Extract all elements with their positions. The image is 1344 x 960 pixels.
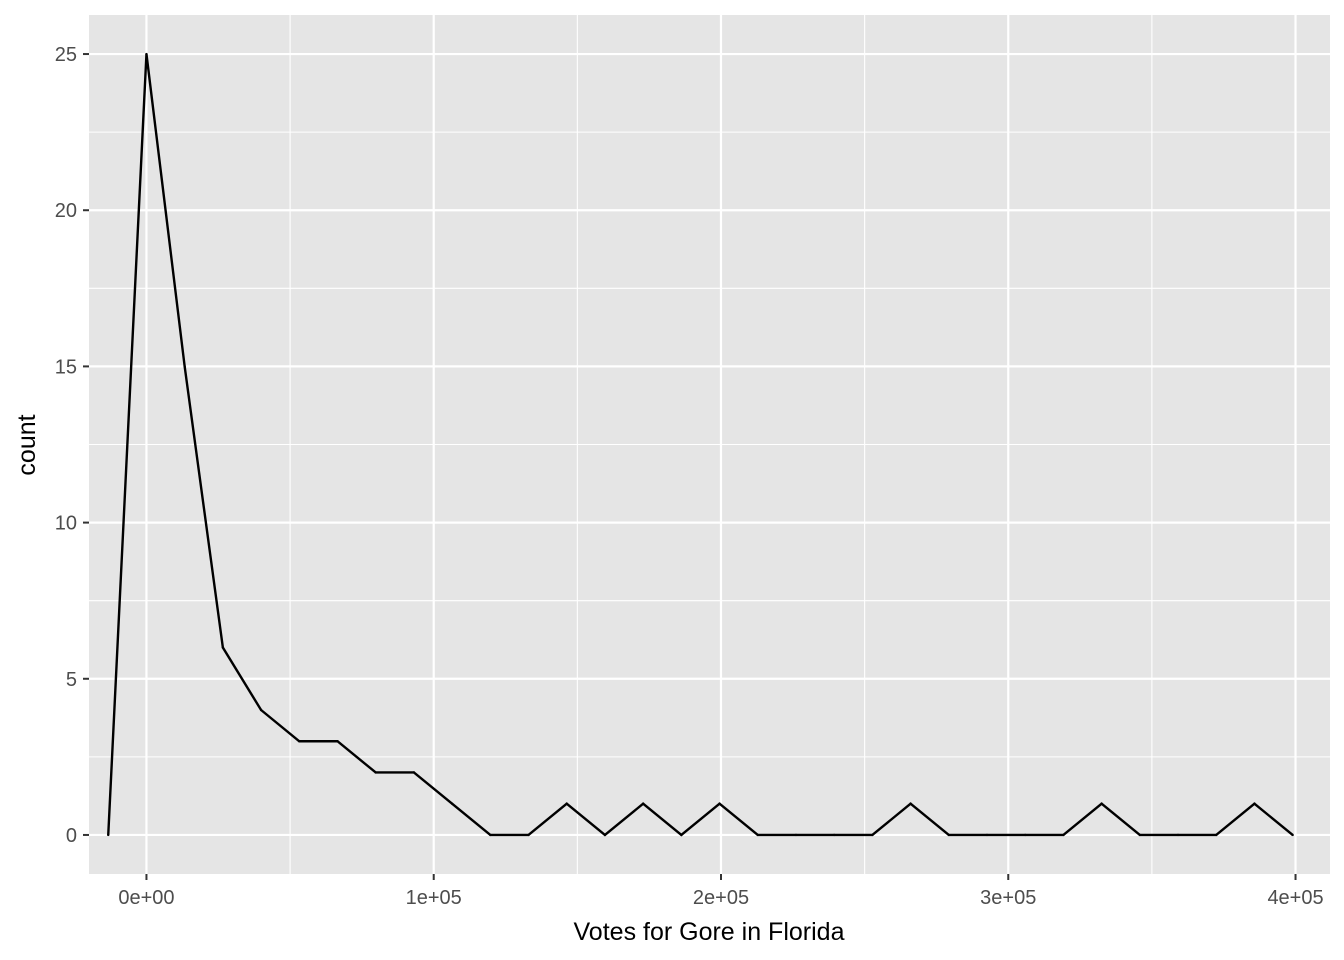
data-point (756, 833, 759, 837)
data-point (1215, 833, 1218, 837)
data-point (603, 833, 607, 837)
x-tick-label: 1e+05 (406, 887, 462, 909)
data-point (985, 833, 989, 837)
data-point (871, 833, 874, 837)
major-gridlines (89, 15, 1330, 874)
data-point (527, 833, 530, 837)
data-point (1100, 802, 1103, 805)
data-point (259, 708, 263, 712)
data-point (565, 802, 568, 805)
y-axis: 0 5 10 15 20 25 (55, 44, 89, 847)
x-tick-label: 0e+00 (118, 887, 174, 909)
series-layer (107, 52, 1294, 837)
data-point (221, 646, 225, 649)
data-point (336, 740, 339, 743)
data-point (1138, 833, 1142, 837)
data-point (1176, 833, 1180, 837)
y-tick-label: 25 (55, 44, 77, 66)
data-point (450, 802, 454, 805)
data-point (718, 802, 721, 805)
data-point (1253, 802, 1256, 805)
data-point (641, 802, 645, 805)
minor-gridlines (89, 15, 1330, 874)
data-point (1062, 833, 1065, 837)
x-tick-label: 3e+05 (980, 887, 1036, 909)
data-point (1024, 833, 1027, 837)
data-point (298, 740, 301, 743)
y-tick-label: 10 (55, 513, 77, 535)
y-tick-label: 5 (66, 669, 77, 691)
x-tick-label: 2e+05 (693, 887, 749, 909)
y-axis-title: count (13, 414, 41, 475)
data-point (1291, 833, 1294, 837)
data-point (489, 833, 492, 837)
data-point (832, 833, 836, 837)
data-point (412, 771, 416, 774)
data-point (680, 833, 683, 837)
series-line (107, 53, 1294, 837)
y-tick-label: 20 (55, 200, 77, 222)
data-point (145, 52, 148, 56)
y-tick-label: 15 (55, 356, 77, 378)
data-point (107, 833, 110, 837)
data-point (947, 833, 950, 837)
x-tick-label: 4e+05 (1267, 887, 1323, 909)
data-point (374, 771, 377, 774)
x-axis-title: Votes for Gore in Florida (574, 918, 845, 946)
x-axis: 0e+00 1e+05 2e+05 3e+05 4e+05 (118, 874, 1324, 909)
data-point (909, 802, 912, 805)
data-point (183, 365, 186, 368)
y-tick-label: 0 (66, 825, 77, 847)
data-point (794, 833, 798, 837)
